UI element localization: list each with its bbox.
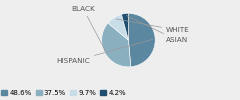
Text: ASIAN: ASIAN (126, 16, 188, 43)
Wedge shape (128, 13, 155, 67)
Text: BLACK: BLACK (72, 6, 105, 51)
Wedge shape (121, 13, 128, 40)
Wedge shape (108, 14, 128, 40)
Legend: 48.6%, 37.5%, 9.7%, 4.2%: 48.6%, 37.5%, 9.7%, 4.2% (0, 87, 129, 99)
Text: WHITE: WHITE (116, 19, 190, 33)
Wedge shape (102, 23, 131, 67)
Text: HISPANIC: HISPANIC (57, 39, 152, 64)
